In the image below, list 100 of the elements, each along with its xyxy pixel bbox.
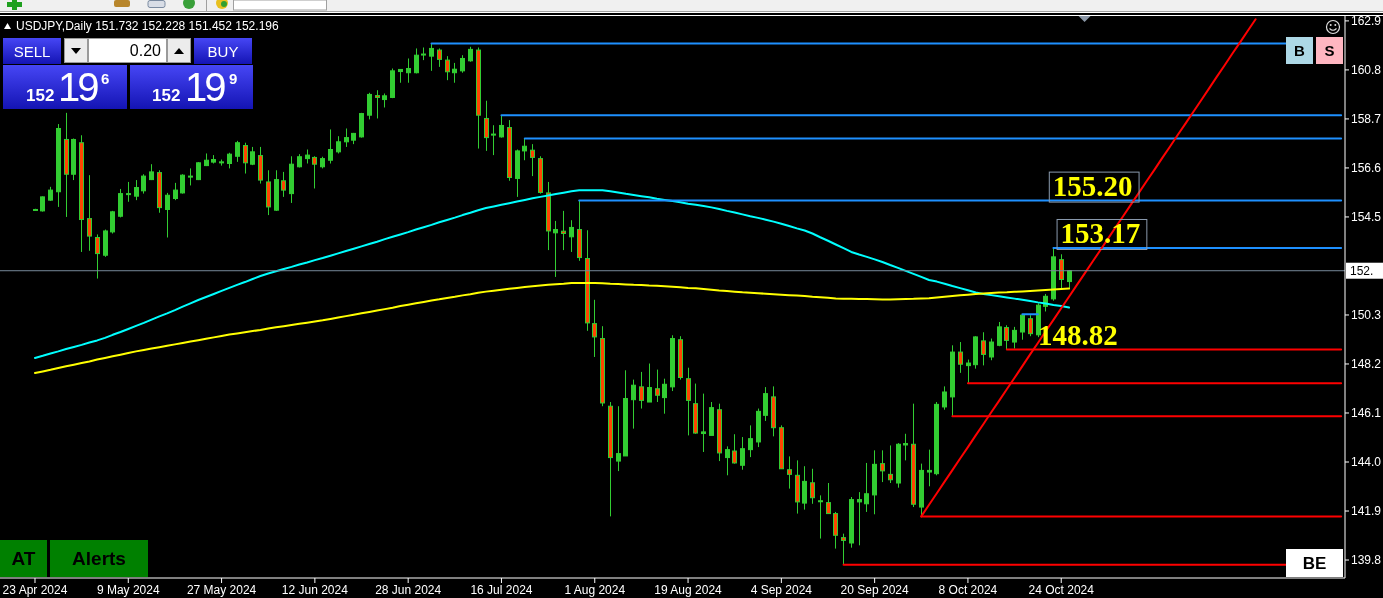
candlestick: [561, 210, 566, 251]
candlestick: [1020, 313, 1025, 341]
annotation: S: [1324, 42, 1335, 59]
candlestick: [243, 142, 248, 175]
candlestick: [732, 433, 737, 465]
candlestick: [802, 465, 807, 511]
at-button: AT: [0, 540, 47, 577]
annotation: 148.82: [1038, 318, 1118, 351]
candlestick: [312, 155, 317, 189]
y-tick-label: 150.3: [1351, 308, 1382, 323]
y-tick-label: 139.8: [1351, 553, 1382, 568]
ref-line-label: 152.: [1350, 264, 1374, 279]
y-tick-label: 158.7: [1351, 112, 1382, 127]
x-tick-label: 24 Oct 2024: [1028, 582, 1095, 597]
candlestick: [367, 92, 372, 120]
candlestick: [989, 338, 994, 361]
x-tick-label: 9 May 2024: [96, 582, 160, 597]
candlestick: [281, 171, 286, 198]
candlestick: [530, 143, 535, 177]
annotation: Alerts: [72, 548, 126, 569]
candlestick: [126, 181, 131, 203]
annotation: 155.20: [1052, 169, 1133, 202]
candlestick: [810, 468, 815, 505]
x-tick-label: 28 Jun 2024: [375, 582, 442, 597]
annotation: 9: [229, 70, 238, 87]
y-tick-label: 148.2: [1351, 357, 1382, 372]
candlestick: [592, 299, 597, 358]
annotation: BE: [1302, 553, 1327, 573]
annotation: SELL: [13, 42, 51, 60]
candlestick: [903, 433, 908, 461]
candlestick: [997, 321, 1002, 347]
candlestick: [740, 436, 745, 471]
candlestick: [491, 124, 496, 156]
lot-size-field: 0.20: [88, 38, 167, 63]
x-tick-label: 1 Aug 2024: [564, 582, 626, 597]
candlestick: [841, 533, 846, 566]
candlestick: [344, 127, 349, 148]
x-tick-label: 19 Aug 2024: [654, 582, 723, 597]
candlestick: [1004, 324, 1009, 351]
candlestick: [437, 47, 442, 68]
candlestick: [966, 359, 971, 384]
candlestick: [864, 462, 869, 513]
y-tick-label: 146.1: [1351, 406, 1382, 421]
candlestick: [662, 378, 667, 415]
candlestick: [328, 128, 333, 164]
candlestick: [927, 449, 932, 487]
candlestick: [701, 393, 706, 453]
candlestick: [406, 57, 411, 84]
x-tick-label: 23 Apr 2024: [2, 582, 68, 597]
candlestick: [445, 55, 450, 81]
candlestick: [942, 385, 947, 411]
s-button: S: [1316, 37, 1343, 64]
x-tick-label: 27 May 2024: [186, 582, 257, 597]
candlestick: [880, 449, 885, 483]
annotation: 0.20: [129, 42, 161, 59]
candlestick: [748, 424, 753, 458]
alerts-button: Alerts: [50, 540, 148, 577]
x-tick-label: 12 Jun 2024: [281, 582, 349, 597]
candlestick: [87, 174, 92, 252]
candlestick: [165, 192, 170, 238]
y-tick-label: 160.8: [1351, 63, 1382, 78]
y-tick-label: 141.9: [1351, 504, 1382, 519]
candlestick: [141, 173, 146, 195]
candlestick: [375, 89, 380, 119]
candlestick: [95, 233, 100, 280]
x-tick-label: 4 Sep 2024: [750, 582, 813, 597]
candlestick: [647, 363, 652, 403]
candlestick: [631, 379, 636, 430]
candlestick: [655, 369, 660, 403]
annotation: 19: [58, 65, 97, 109]
b-button: B: [1286, 37, 1313, 64]
chart-title: USDJPY,Daily 151.732 152.228 151.452 152.196: [16, 19, 279, 33]
candlestick: [499, 114, 504, 139]
candlestick: [522, 138, 527, 161]
candlestick: [686, 367, 691, 436]
x-tick-label: 16 Jul 2024: [470, 582, 533, 597]
candlestick: [414, 47, 419, 74]
buy-button: BUY: [194, 38, 252, 64]
annotation: 6: [101, 70, 110, 87]
candlestick: [826, 482, 831, 515]
candlestick: [833, 511, 838, 550]
candlestick: [1028, 314, 1033, 337]
annotation: 19: [185, 65, 224, 109]
candlestick: [180, 173, 185, 195]
candlestick: [452, 62, 457, 84]
annotation: B: [1294, 42, 1305, 59]
y-tick-label: 154.5: [1351, 210, 1382, 225]
candlestick: [763, 386, 768, 422]
candlestick: [1012, 326, 1017, 350]
candlestick: [1059, 253, 1064, 290]
candlestick: [484, 100, 489, 152]
annotation: BUY: [207, 42, 239, 60]
candlestick: [134, 179, 139, 201]
candlestick: [888, 444, 893, 484]
annotation: AT: [11, 548, 36, 569]
candlestick: [818, 494, 823, 540]
annotation: 152: [152, 86, 181, 105]
candlestick: [429, 43, 434, 72]
candlestick: [235, 140, 240, 163]
x-tick-label: 8 Oct 2024: [938, 582, 998, 597]
